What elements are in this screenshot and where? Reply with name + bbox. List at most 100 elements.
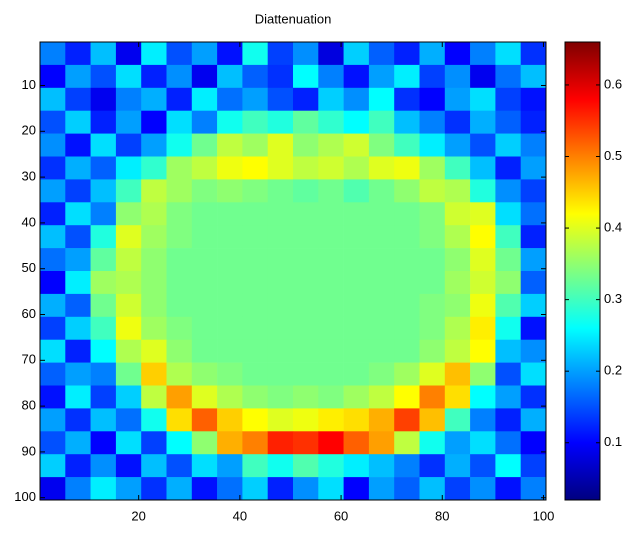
heatmap-cell bbox=[217, 179, 243, 203]
heatmap-cell bbox=[470, 362, 496, 386]
colorbar-tick-label: 0.4 bbox=[604, 220, 622, 235]
heatmap-cell bbox=[368, 408, 395, 432]
heatmap-cell bbox=[141, 339, 167, 363]
heatmap-cell bbox=[495, 408, 521, 432]
heatmap-cell bbox=[343, 271, 370, 295]
heatmap-cell bbox=[191, 64, 218, 89]
x-tick-label: 40 bbox=[233, 508, 247, 523]
heatmap-cell bbox=[444, 408, 471, 432]
heatmap-cell bbox=[267, 362, 294, 386]
heatmap-cell bbox=[343, 316, 370, 340]
heatmap-cell bbox=[368, 87, 395, 111]
heatmap-cell bbox=[242, 110, 268, 134]
heatmap-cell bbox=[40, 87, 66, 111]
heatmap-cell bbox=[40, 454, 66, 478]
heatmap-cell bbox=[495, 202, 521, 226]
heatmap-cell bbox=[267, 225, 294, 249]
heatmap-cell bbox=[394, 179, 420, 203]
heatmap-cell bbox=[90, 225, 117, 249]
heatmap-cell bbox=[419, 248, 446, 272]
heatmap-cell bbox=[470, 202, 496, 226]
heatmap-cell bbox=[343, 42, 370, 66]
heatmap-cell bbox=[141, 87, 167, 111]
heatmap-cell bbox=[444, 64, 471, 89]
heatmap-cell bbox=[318, 248, 344, 272]
heatmap-cell bbox=[368, 133, 395, 157]
heatmap-cell bbox=[318, 156, 344, 180]
colorbar-tick-label: 0.2 bbox=[604, 363, 622, 378]
heatmap-cell bbox=[166, 133, 193, 157]
heatmap-cell bbox=[267, 110, 294, 134]
heatmap-cell bbox=[242, 385, 268, 409]
heatmap-cell bbox=[65, 64, 91, 89]
heatmap-cell bbox=[394, 42, 420, 66]
heatmap-cell bbox=[166, 408, 193, 432]
heatmap-cell bbox=[90, 271, 117, 295]
heatmap-cell bbox=[368, 339, 395, 363]
heatmap-cell bbox=[166, 42, 193, 66]
colorbar-tick-label: 0.1 bbox=[604, 434, 622, 449]
heatmap-cell bbox=[115, 87, 142, 111]
heatmap-cell bbox=[419, 64, 446, 89]
heatmap-cell bbox=[65, 42, 91, 66]
heatmap-cell bbox=[368, 316, 395, 340]
heatmap-cell bbox=[318, 202, 344, 226]
heatmap-cell bbox=[40, 133, 66, 157]
heatmap-cell bbox=[444, 87, 471, 111]
heatmap-cell bbox=[217, 87, 243, 111]
heatmap-cell bbox=[40, 248, 66, 272]
heatmap-cell bbox=[115, 339, 142, 363]
heatmap-cell bbox=[141, 385, 167, 409]
heatmap-cell bbox=[343, 156, 370, 180]
heatmap-cell bbox=[267, 293, 294, 318]
heatmap-cell bbox=[368, 293, 395, 318]
heatmap-cell bbox=[520, 225, 547, 249]
heatmap-cell bbox=[293, 339, 319, 363]
heatmap-cell bbox=[470, 431, 496, 455]
heatmap-cell bbox=[141, 431, 167, 455]
heatmap-cell bbox=[217, 339, 243, 363]
heatmap-cell bbox=[444, 110, 471, 134]
heatmap-cell bbox=[343, 362, 370, 386]
heatmap-cell bbox=[520, 477, 547, 501]
heatmap-cell bbox=[318, 454, 344, 478]
heatmap-cell bbox=[166, 64, 193, 89]
heatmap-cell bbox=[115, 362, 142, 386]
heatmap-cell bbox=[40, 293, 66, 318]
heatmap-cell bbox=[394, 385, 420, 409]
heatmap-cell bbox=[293, 454, 319, 478]
heatmap-cell bbox=[293, 293, 319, 318]
heatmap-cell bbox=[40, 431, 66, 455]
x-tick-label: 100 bbox=[533, 508, 555, 523]
heatmap-cell bbox=[520, 271, 547, 295]
heatmap-cell bbox=[520, 339, 547, 363]
colorbar bbox=[564, 41, 601, 501]
heatmap-cell bbox=[318, 316, 344, 340]
heatmap-cell bbox=[90, 408, 117, 432]
heatmap-cell bbox=[40, 339, 66, 363]
heatmap-cell bbox=[191, 339, 218, 363]
heatmap-cell bbox=[470, 271, 496, 295]
heatmap-cell bbox=[470, 133, 496, 157]
heatmap-cell bbox=[419, 271, 446, 295]
heatmap-cell bbox=[242, 477, 268, 501]
heatmap-cell bbox=[368, 42, 395, 66]
heatmap-cell bbox=[90, 179, 117, 203]
heatmap-cell bbox=[40, 110, 66, 134]
heatmap-cell bbox=[115, 110, 142, 134]
heatmap-cell bbox=[40, 42, 66, 66]
heatmap-cell bbox=[394, 316, 420, 340]
heatmap-cell bbox=[217, 225, 243, 249]
heatmap-cell bbox=[419, 133, 446, 157]
heatmap-cell bbox=[419, 385, 446, 409]
heatmap-cell bbox=[394, 293, 420, 318]
heatmap-cell bbox=[495, 316, 521, 340]
heatmap-cell bbox=[495, 64, 521, 89]
heatmap-cell bbox=[343, 431, 370, 455]
heatmap-cell bbox=[520, 64, 547, 89]
heatmap-cell bbox=[65, 339, 91, 363]
heatmap-cell bbox=[242, 202, 268, 226]
heatmap-cell bbox=[217, 454, 243, 478]
heatmap-cell bbox=[141, 42, 167, 66]
heatmap-cell bbox=[141, 408, 167, 432]
